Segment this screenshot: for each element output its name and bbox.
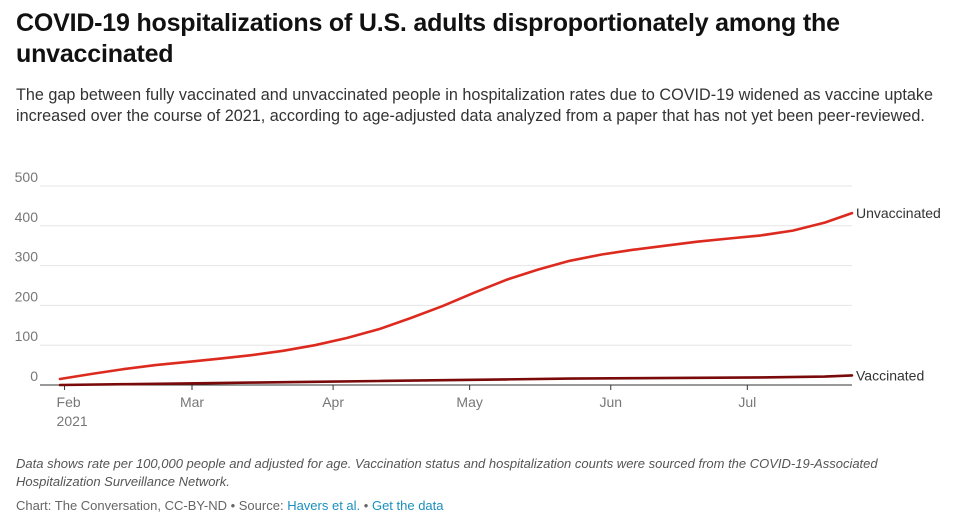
footer-credit: Chart: The Conversation, CC-BY-ND — [16, 498, 227, 513]
series-line-unvaccinated — [58, 211, 854, 381]
y-tick-label: 300 — [15, 249, 39, 265]
footer-source-prefix: Source: — [238, 498, 288, 513]
x-tick-label: Feb — [57, 394, 81, 410]
series-label-unvaccinated: Unvaccinated — [856, 205, 941, 221]
y-tick-label: 100 — [15, 328, 39, 344]
source-link[interactable]: Havers et al. — [287, 498, 361, 513]
chart-subtitle: The gap between fully vaccinated and unv… — [16, 86, 933, 125]
y-tick-label: 0 — [30, 368, 38, 384]
x-tick-sublabel: 2021 — [57, 413, 88, 429]
gridlines — [40, 185, 852, 346]
chart-footer: Chart: The Conversation, CC-BY-ND • Sour… — [16, 497, 444, 515]
x-tick-label: Jun — [599, 394, 622, 410]
footer-separator: • — [360, 498, 372, 513]
series-line-vaccinated — [58, 374, 854, 387]
x-tick-label: Apr — [322, 394, 344, 410]
series-label-vaccinated: Vaccinated — [856, 367, 924, 383]
chart-title: COVID-19 hospitalizations of U.S. adults… — [16, 9, 840, 68]
x-tick-label: Mar — [180, 394, 204, 410]
footer-separator: • — [226, 498, 239, 513]
series-lines — [58, 211, 854, 387]
x-axis: Feb 2021 Mar Apr May Jun Jul — [40, 384, 852, 429]
y-tick-label: 400 — [15, 209, 39, 225]
get-the-data-link[interactable]: Get the data — [371, 498, 444, 513]
y-tick-label: 500 — [15, 170, 39, 185]
x-tick-label: Jul — [738, 394, 756, 410]
y-tick-label: 200 — [15, 288, 39, 304]
series-labels: Unvaccinated Vaccinated — [856, 205, 941, 383]
y-axis: 0 100 200 300 400 500 — [15, 170, 39, 384]
chart-notes: Data shows rate per 100,000 people and a… — [16, 456, 878, 489]
chart-header: COVID-19 hospitalizations of U.S. adults… — [16, 8, 961, 126]
x-tick-label: May — [456, 394, 482, 410]
